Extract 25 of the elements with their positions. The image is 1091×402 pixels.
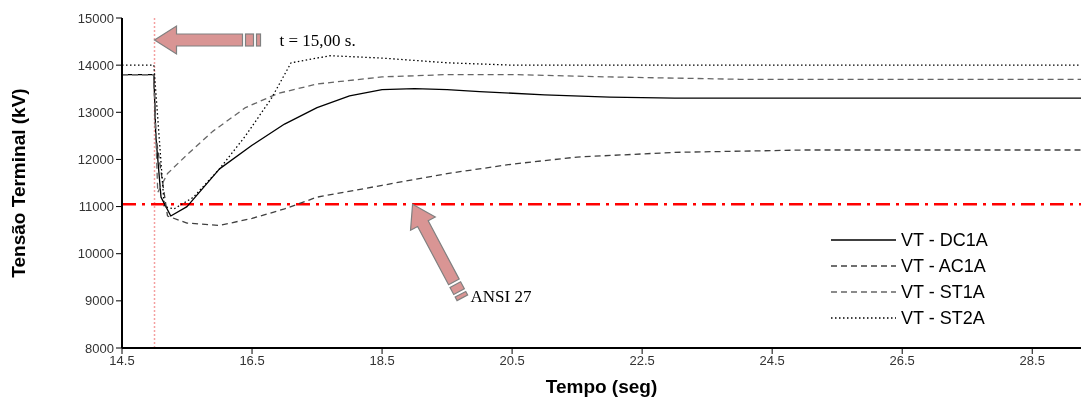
x-tick-label: 24.5 [759, 353, 785, 369]
y-tick-label: 14000 [77, 57, 114, 73]
x-tick-label: 18.5 [369, 353, 395, 369]
y-tick-label: 10000 [77, 246, 114, 262]
x-tick-label: 20.5 [499, 353, 525, 369]
legend-label: VT - ST1A [901, 282, 985, 302]
y-tick-label: 12000 [77, 152, 114, 168]
x-tick-label: 26.5 [889, 353, 915, 369]
x-tick-label: 14.5 [109, 353, 135, 369]
y-tick-label: 8000 [85, 340, 114, 356]
y-axis-title: Tensão Terminal (kV) [7, 88, 29, 278]
x-axis-title: Tempo (seg) [545, 376, 658, 397]
x-tick-label: 28.5 [1019, 353, 1045, 369]
annotation: ANSI 27 [470, 287, 532, 307]
y-tick-label: 13000 [77, 104, 114, 120]
y-tick-label: 9000 [85, 293, 114, 309]
legend-label: VT - AC1A [901, 256, 986, 276]
annotation: t = 15,00 s. [279, 31, 356, 50]
x-tick-label: 22.5 [629, 353, 655, 369]
legend-label: VT - DC1A [901, 230, 988, 250]
line-series [122, 73, 1081, 194]
y-tick-label: 15000 [77, 10, 114, 26]
y-tick-label: 11000 [78, 199, 114, 215]
x-tick-label: 16.5 [239, 353, 265, 369]
legend-label: VT - ST2A [901, 308, 985, 328]
